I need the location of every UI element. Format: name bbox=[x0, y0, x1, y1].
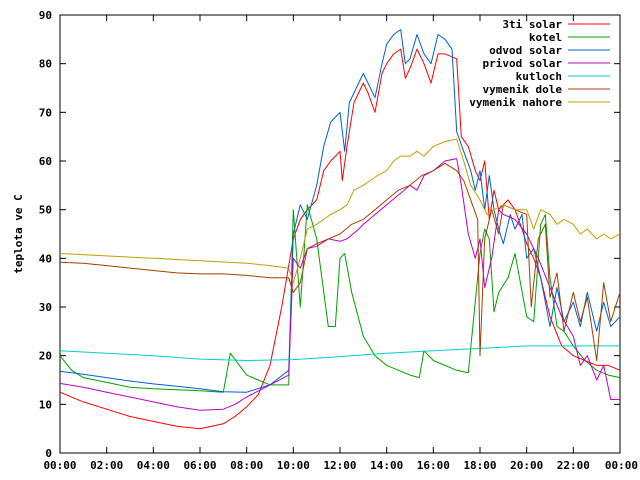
y-tick-label: 10 bbox=[39, 398, 52, 411]
series-lines bbox=[59, 29, 621, 430]
series-line-kutloch bbox=[59, 345, 620, 361]
x-tick-label: 00:00 bbox=[605, 459, 638, 472]
legend-label: privod solar bbox=[483, 57, 563, 70]
legend-label: 3ti solar bbox=[502, 18, 562, 31]
y-tick-label: 30 bbox=[39, 301, 52, 314]
x-tick-label: 14:00 bbox=[370, 459, 403, 472]
x-tick-label: 10:00 bbox=[277, 459, 310, 472]
legend-label: kutloch bbox=[516, 70, 562, 83]
x-tick-label: 00:00 bbox=[43, 459, 76, 472]
x-tick-label: 06:00 bbox=[183, 459, 216, 472]
x-tick-label: 12:00 bbox=[323, 459, 356, 472]
y-tick-label: 50 bbox=[39, 204, 52, 217]
y-tick-label: 60 bbox=[39, 155, 52, 168]
y-tick-label: 20 bbox=[39, 350, 52, 363]
y-tick-label: 80 bbox=[39, 58, 52, 71]
x-tick-label: 08:00 bbox=[230, 459, 263, 472]
x-tick-label: 02:00 bbox=[90, 459, 123, 472]
x-tick-label: 04:00 bbox=[137, 459, 170, 472]
y-axis-ticks: 0 10 20 30 40 50 60 70 80 90 bbox=[39, 9, 620, 460]
series-line-privod-solar bbox=[59, 158, 620, 411]
x-tick-label: 16:00 bbox=[417, 459, 450, 472]
legend-label: vymenik dole bbox=[483, 83, 563, 96]
x-tick-label: 20:00 bbox=[510, 459, 543, 472]
y-tick-label: 70 bbox=[39, 106, 52, 119]
y-tick-label: 0 bbox=[45, 447, 52, 460]
y-tick-label: 90 bbox=[39, 9, 52, 22]
series-line-vymenik-dole bbox=[59, 162, 621, 361]
y-axis-label: teplota ve C bbox=[12, 194, 25, 273]
x-tick-label: 22:00 bbox=[557, 459, 590, 472]
x-tick-label: 18:00 bbox=[463, 459, 496, 472]
y-tick-label: 40 bbox=[39, 252, 52, 265]
legend-label: vymenik nahore bbox=[469, 96, 562, 109]
x-axis-ticks: 00:00 02:00 04:00 06:00 08:00 10:00 12:00 14:00… bbox=[43, 15, 638, 472]
series-line-vymenik-nahore bbox=[59, 138, 621, 284]
legend-label: kotel bbox=[529, 31, 562, 44]
legend-label: odvod solar bbox=[489, 44, 562, 57]
series-line-kotel bbox=[59, 204, 621, 393]
series-line-3ti-solar bbox=[59, 48, 621, 430]
